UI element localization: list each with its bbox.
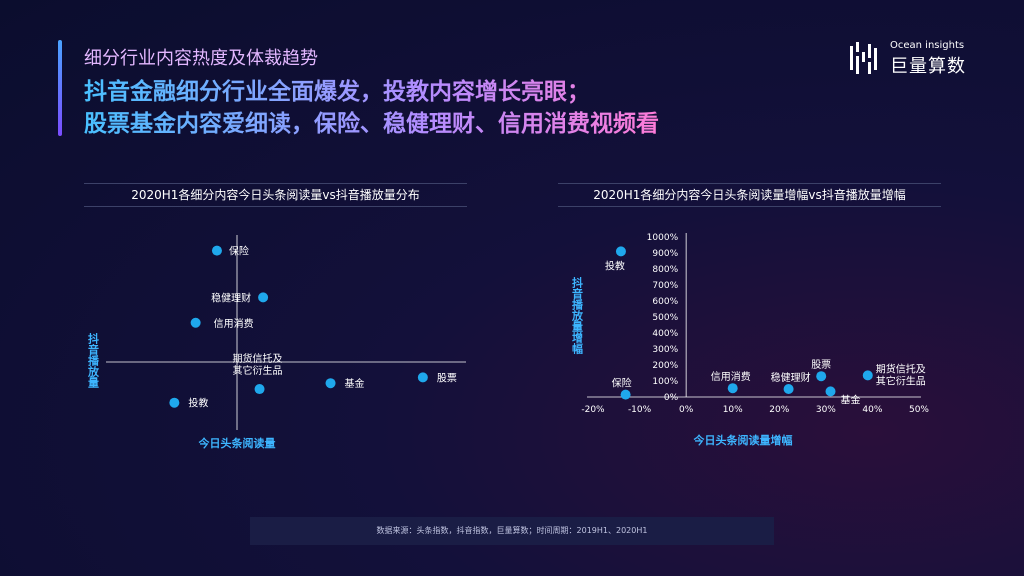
chart-2-y-tick: 1000% bbox=[647, 233, 679, 243]
chart-2-point bbox=[620, 389, 631, 400]
chart-1-title: 2020H1各细分内容今日头条阅读量vs抖音播放量分布 bbox=[84, 183, 467, 207]
chart-2-x-axis-title: 今日头条阅读量增幅 bbox=[693, 433, 793, 447]
chart-1-point bbox=[254, 384, 265, 395]
chart-2: -20% -10% 0% 10% 20% 30% 40% 50% 0% 100% 200% 300% 4… bbox=[571, 233, 929, 447]
chart-1-point bbox=[258, 292, 269, 303]
headline-line-1: 抖音金融细分行业全面爆发，投教内容增长亮眼； bbox=[84, 79, 590, 105]
chart-1-point-label: 投教 bbox=[188, 397, 208, 410]
chart-2-x-tick: 40% bbox=[862, 405, 882, 415]
chart-2-point bbox=[615, 246, 626, 257]
chart-2-x-tick: 50% bbox=[909, 405, 929, 415]
chart-2-point bbox=[783, 384, 794, 394]
chart-2-y-tick: 0% bbox=[664, 393, 679, 403]
chart-1-point-label: 基金 bbox=[345, 377, 365, 390]
chart-2-y-tick: 400% bbox=[652, 329, 678, 339]
chart-2-y-tick: 900% bbox=[652, 249, 678, 259]
chart-2-point-label: 期货信托及其它衍生品 bbox=[876, 362, 926, 387]
chart-2-point-label: 保险 bbox=[612, 377, 632, 390]
chart-2-point-label: 基金 bbox=[841, 393, 861, 406]
chart-2-y-tick: 600% bbox=[652, 297, 678, 307]
chart-1-point bbox=[169, 397, 180, 408]
chart-2-point-label: 信用消费 bbox=[711, 370, 751, 383]
chart-2-x-tick: 20% bbox=[769, 405, 789, 415]
chart-2-y-tick: 100% bbox=[652, 377, 678, 387]
chart-2-y-tick: 800% bbox=[652, 265, 678, 275]
accent-bar bbox=[58, 40, 62, 136]
chart-1-x-axis-title: 今日头条阅读量 bbox=[198, 436, 276, 450]
chart-2-x-tick: -20% bbox=[581, 405, 605, 415]
chart-2-y-tick: 200% bbox=[652, 361, 678, 371]
chart-1-point-label: 期货信托及其它衍生品 bbox=[233, 352, 283, 377]
chart-1-point bbox=[190, 317, 201, 328]
chart-2-x-tick: -10% bbox=[628, 405, 652, 415]
chart-2-x-tick: 30% bbox=[816, 405, 836, 415]
chart-2-x-tick: 10% bbox=[723, 405, 743, 415]
chart-2-y-tick: 500% bbox=[652, 313, 678, 323]
chart-2-point-label: 股票 bbox=[811, 359, 831, 371]
chart-1-point-label: 保险 bbox=[229, 245, 249, 258]
chart-2-title: 2020H1各细分内容今日头条阅读量增幅vs抖音播放量增幅 bbox=[558, 183, 941, 207]
chart-2-y-axis-title: 抖音播放量增幅 bbox=[571, 276, 585, 355]
section-subtitle: 细分行业内容热度及体裁趋势 bbox=[84, 48, 318, 69]
chart-2-point-label: 稳健理财 bbox=[771, 371, 811, 384]
chart-2-y-tick: 700% bbox=[652, 281, 678, 291]
chart-2-x-tick: 0% bbox=[679, 405, 694, 415]
chart-2-point bbox=[825, 386, 836, 397]
headline: 抖音金融细分行业全面爆发，投教内容增长亮眼； 股票基金内容爱细读，保险、稳健理财… bbox=[84, 76, 659, 140]
chart-2-point bbox=[727, 383, 738, 394]
logo-english: Ocean insights bbox=[890, 40, 965, 51]
chart-1-y-axis-title: 抖音播放量 bbox=[87, 332, 101, 388]
chart-1-point bbox=[417, 372, 428, 383]
chart-1-point bbox=[211, 245, 222, 256]
logo: Ocean insights 巨量算数 bbox=[848, 40, 978, 78]
data-source-footer: 数据来源：头条指数，抖音指数，巨量算数；时间周期：2019H1、2020H1 bbox=[250, 517, 774, 545]
chart-2-point bbox=[862, 370, 873, 381]
chart-2-point bbox=[816, 371, 827, 382]
chart-1-point-label: 股票 bbox=[437, 372, 457, 384]
logo-icon bbox=[850, 42, 877, 74]
chart-1-point-label: 稳健理财 bbox=[211, 291, 251, 304]
chart-1-point bbox=[325, 378, 336, 389]
logo-chinese: 巨量算数 bbox=[890, 56, 966, 77]
headline-line-2: 股票基金内容爱细读，保险、稳健理财、信用消费视频看 bbox=[84, 111, 659, 137]
chart-2-point-label: 投教 bbox=[605, 259, 625, 272]
chart-2-y-tick: 300% bbox=[652, 345, 678, 355]
chart-1-point-label: 信用消费 bbox=[214, 317, 254, 330]
